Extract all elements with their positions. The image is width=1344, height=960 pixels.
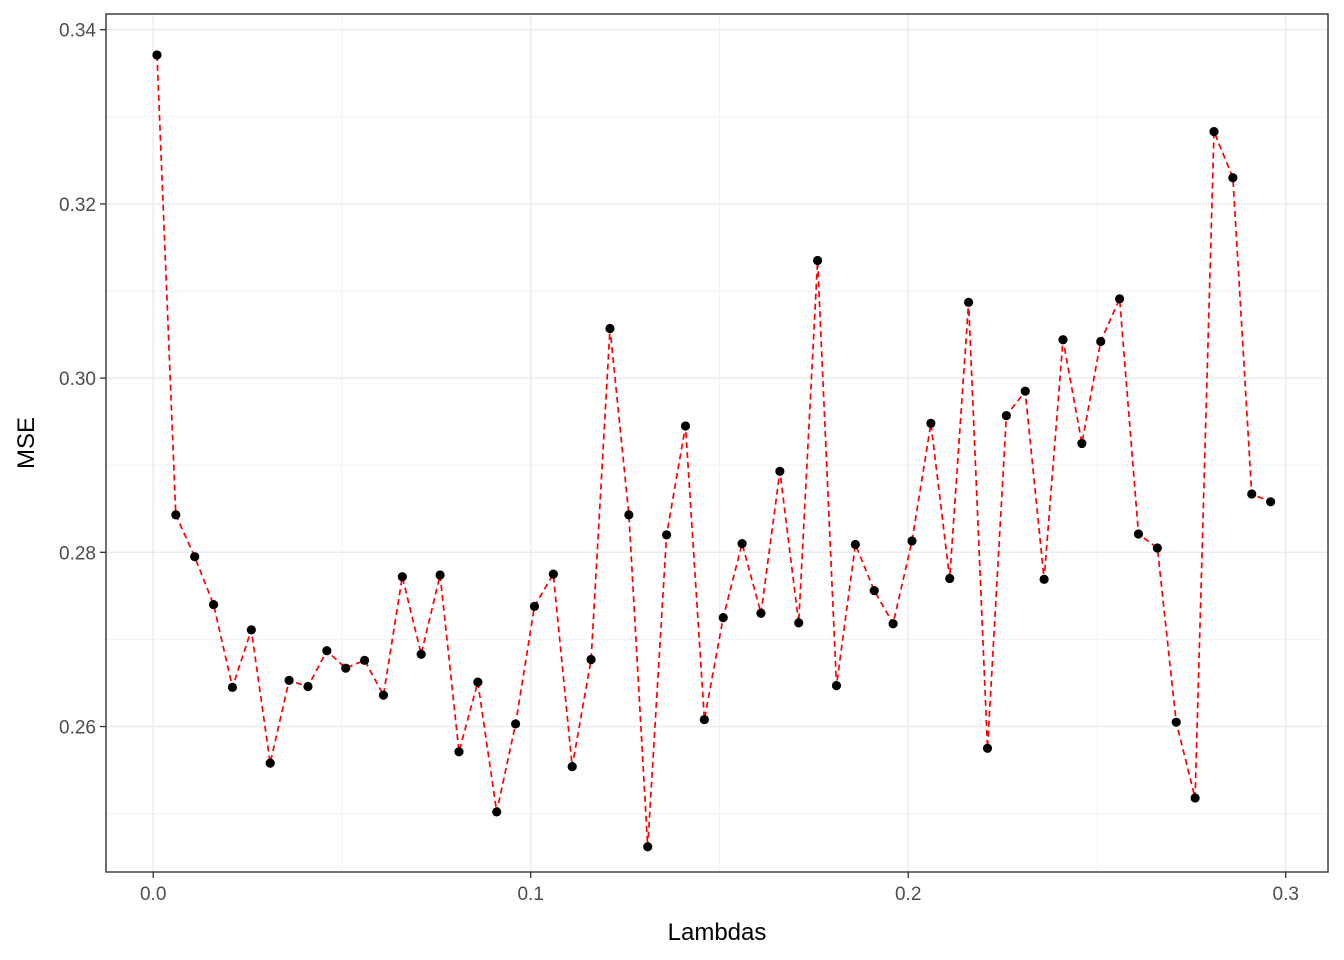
data-point [359,655,370,665]
data-point [548,569,558,579]
series-points-group [152,50,1276,852]
minor-gridlines [106,14,1328,872]
data-point [1247,489,1257,499]
data-point [1190,793,1200,803]
data-point [756,608,766,618]
data-point [794,618,804,628]
data-point [662,530,672,540]
data-point [850,539,860,550]
data-point [1039,574,1049,584]
data-point [1228,173,1238,183]
data-point [510,719,521,729]
data-point [529,601,540,611]
x-tick-label: 0.1 [517,884,543,905]
data-point [888,619,898,629]
y-tick-label: 0.34 [59,21,96,42]
data-point [454,747,464,757]
y-axis: 0.26 0.28 0.30 0.32 0.34 [59,21,106,739]
data-point [1058,335,1068,345]
plot-background [106,14,1328,872]
data-point [397,572,407,582]
data-point [1020,386,1030,396]
data-point [473,677,483,687]
data-point [699,714,709,725]
y-tick-label: 0.32 [59,195,96,216]
data-point [907,536,917,546]
plot-border [105,13,1329,873]
data-point [1115,294,1125,304]
data-point [265,758,275,768]
data-point [1209,126,1219,137]
data-point [492,807,502,817]
data-point [1266,497,1276,507]
data-point [435,570,445,580]
y-tick-label: 0.28 [59,543,96,564]
x-axis: 0.0 0.1 0.2 0.3 [140,872,1299,905]
data-point [775,466,785,476]
data-point [246,625,256,635]
data-point [680,421,691,431]
data-point [152,50,162,60]
data-point [982,743,993,753]
data-point [1152,543,1162,553]
x-tick-label: 0.3 [1273,884,1299,905]
data-point [227,682,238,692]
data-point [284,675,294,685]
data-point [1001,410,1011,421]
x-axis-title: Lambdas [668,919,767,946]
data-point [964,297,974,307]
data-point [605,323,615,334]
data-point [813,255,823,266]
data-point [416,649,426,659]
data-point [926,418,936,429]
data-point [341,663,351,673]
y-tick-label: 0.26 [59,718,96,739]
data-point [171,510,181,520]
y-axis-title: MSE [13,417,40,469]
data-point [737,539,747,549]
data-point [624,510,634,520]
x-tick-label: 0.2 [895,884,921,905]
data-point [1077,438,1087,449]
data-point [586,654,596,665]
data-point [322,646,332,656]
data-point [869,586,879,596]
x-tick-label: 0.0 [140,884,166,905]
data-point [1171,717,1181,727]
data-point [643,842,653,852]
data-point [1096,336,1106,347]
data-point [208,599,219,610]
data-point [190,552,200,562]
data-point [303,681,313,692]
major-gridlines [106,14,1328,872]
data-point [378,690,389,700]
data-point [567,762,577,772]
data-point [1133,529,1144,539]
data-point [831,680,842,691]
y-tick-label: 0.30 [59,369,96,390]
data-point [718,613,728,623]
data-point [945,573,955,584]
